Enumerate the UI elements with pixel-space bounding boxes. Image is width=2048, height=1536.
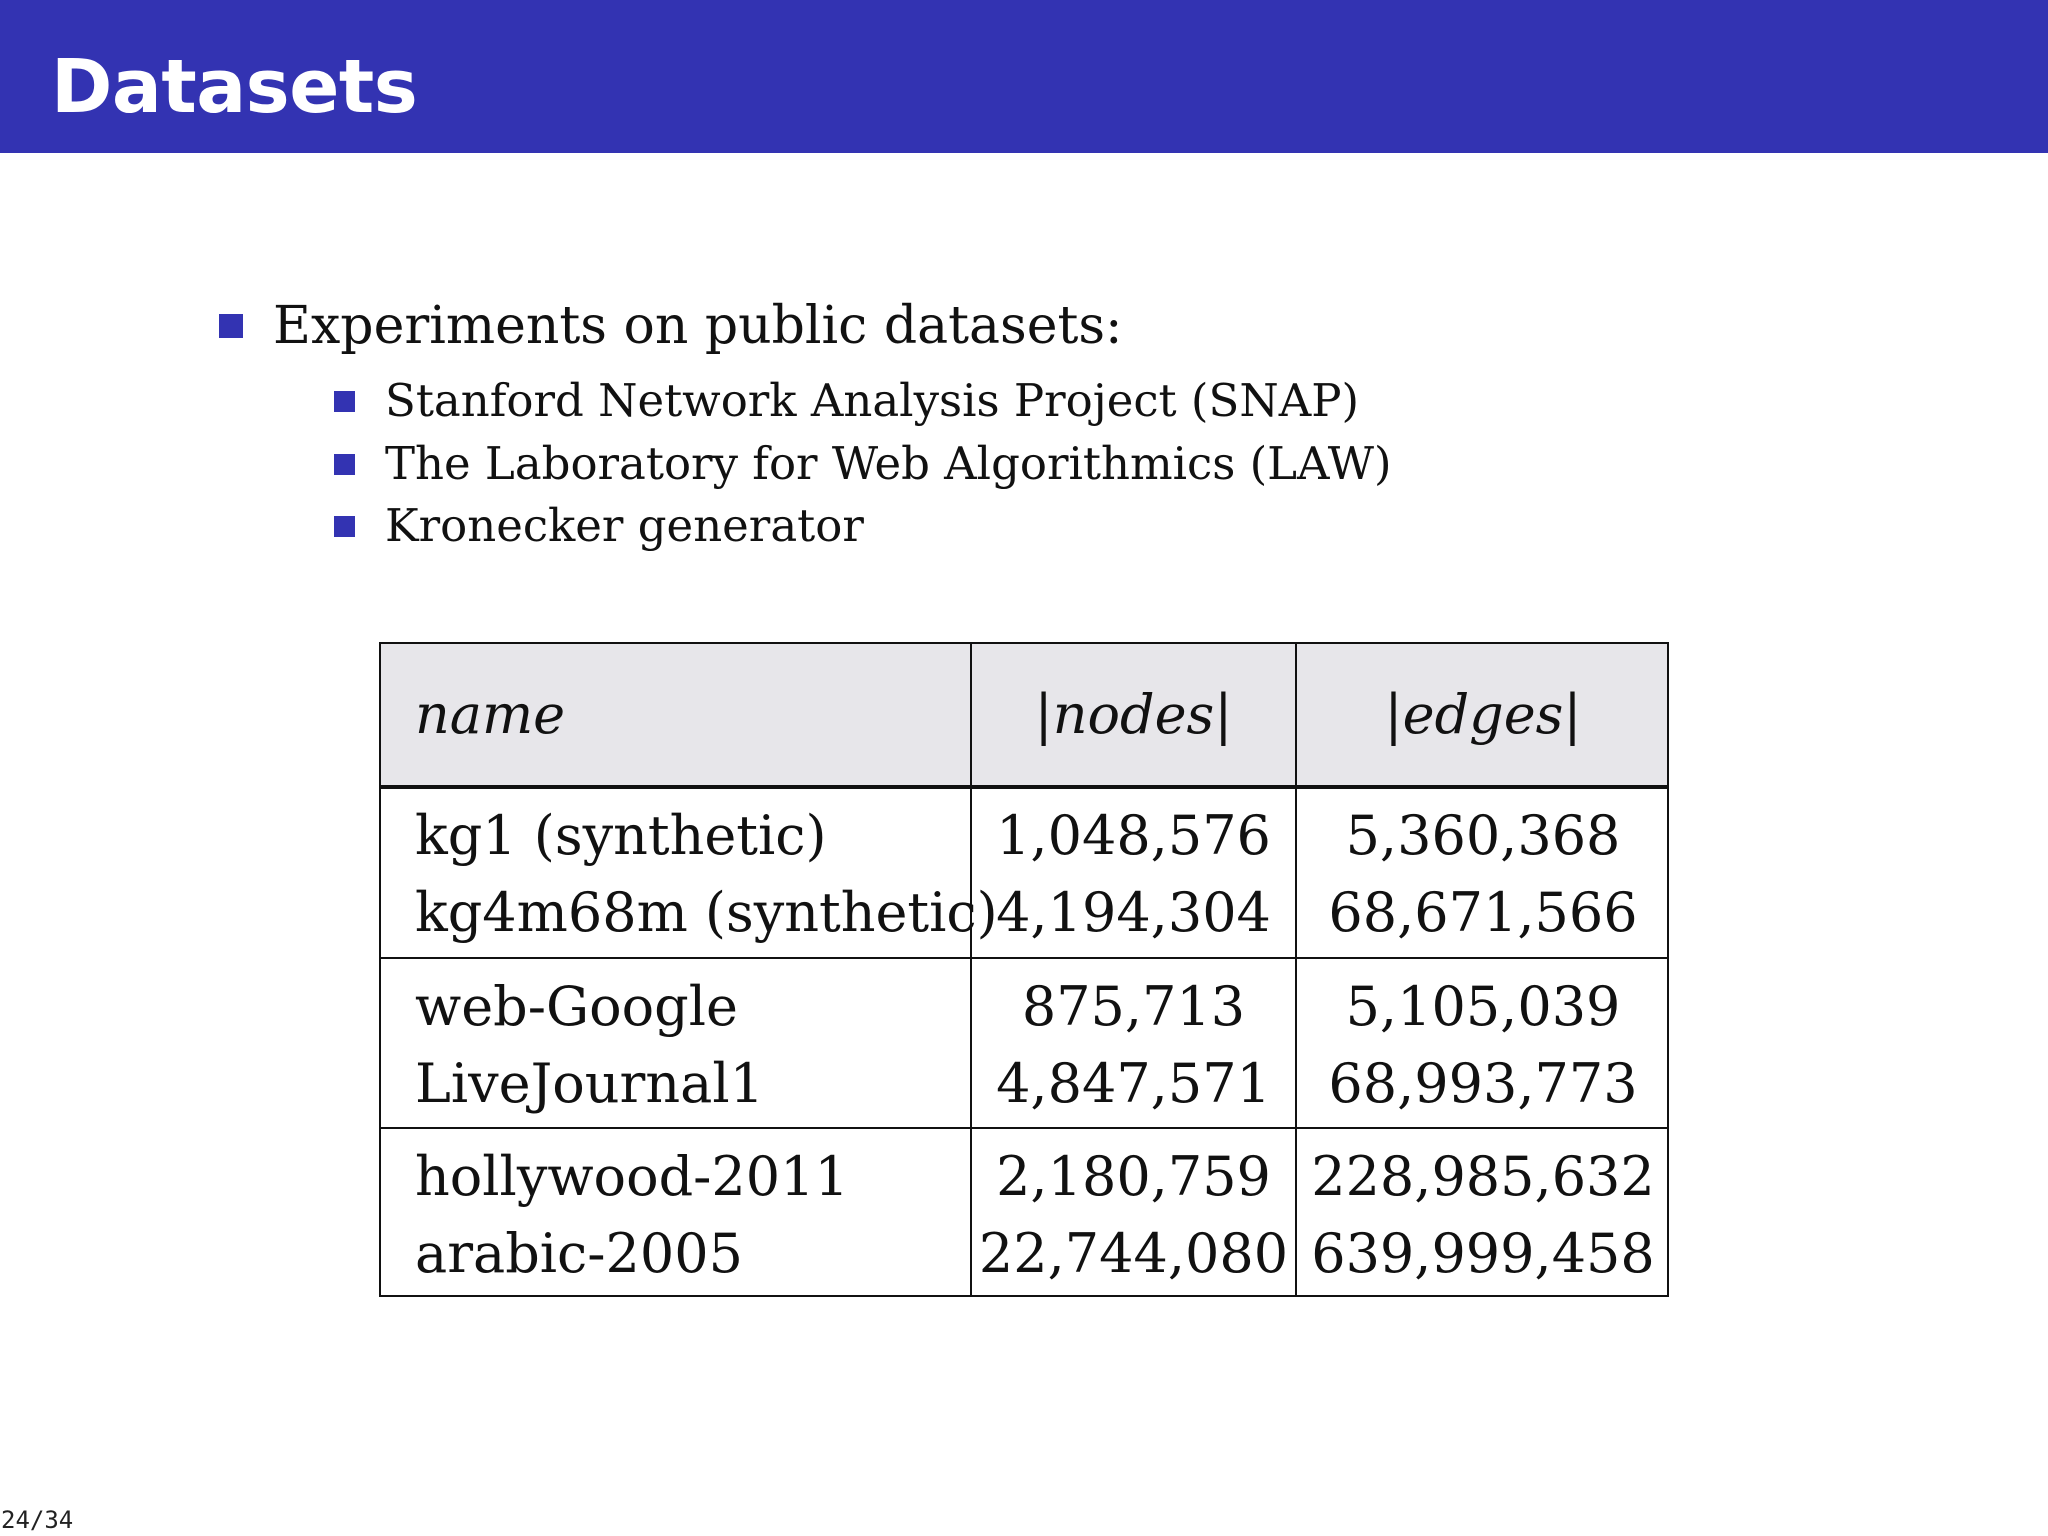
column-header-nodes: |nodes| [1034, 683, 1233, 746]
table-cell-nodes: 2,180,759 [996, 1145, 1271, 1208]
sub-bullet-item: Kronecker generator [334, 495, 864, 557]
table-cell-name: hollywood-2011 [415, 1145, 849, 1208]
bullet-item-main: Experiments on public datasets: [219, 290, 1123, 362]
table-cell-nodes: 1,048,576 [996, 804, 1271, 867]
group-rule [381, 957, 1667, 959]
column-header-name: name [415, 683, 566, 746]
table-cell-nodes: 875,713 [1021, 975, 1246, 1038]
table-header-background [381, 644, 1667, 785]
column-divider [970, 644, 972, 1295]
table-cell-nodes: 22,744,080 [978, 1222, 1289, 1285]
table-cell-edges: 228,985,632 [1311, 1145, 1655, 1208]
datasets-table: name |nodes| |edges| kg1 (synthetic) 1,0… [379, 642, 1669, 1297]
slide-header: Datasets [0, 0, 2048, 153]
bullet-text: Experiments on public datasets: [273, 296, 1123, 356]
table-cell-name: LiveJournal1 [415, 1052, 764, 1115]
header-rule [381, 785, 1667, 789]
square-bullet-icon [334, 453, 355, 475]
sub-bullet-text: The Laboratory for Web Algorithmics (LAW… [385, 437, 1392, 490]
table-cell-edges: 68,993,773 [1328, 1052, 1638, 1115]
table-cell-nodes: 4,194,304 [996, 881, 1271, 944]
sub-bullet-text: Stanford Network Analysis Project (SNAP) [385, 374, 1360, 427]
table-cell-edges: 5,360,368 [1345, 804, 1621, 867]
slide-title: Datasets [51, 44, 418, 130]
column-header-edges: |edges| [1384, 683, 1582, 746]
sub-bullet-item: The Laboratory for Web Algorithmics (LAW… [334, 433, 1392, 495]
table-cell-nodes: 4,847,571 [996, 1052, 1271, 1115]
column-divider [1295, 644, 1297, 1295]
sub-bullet-item: Stanford Network Analysis Project (SNAP) [334, 370, 1359, 432]
table-cell-edges: 639,999,458 [1311, 1222, 1655, 1285]
square-bullet-icon [334, 515, 355, 537]
table-cell-edges: 5,105,039 [1345, 975, 1621, 1038]
table-cell-name: web-Google [415, 975, 738, 1038]
square-bullet-icon [334, 390, 355, 412]
table-cell-name: kg4m68m (synthetic) [415, 881, 998, 944]
square-bullet-icon [219, 314, 243, 338]
table-cell-name: kg1 (synthetic) [415, 804, 827, 867]
table-cell-name: arabic-2005 [415, 1222, 743, 1285]
table-cell-edges: 68,671,566 [1328, 881, 1638, 944]
sub-bullet-text: Kronecker generator [385, 499, 864, 552]
page-number: 24/34 [1, 1506, 74, 1534]
group-rule [381, 1127, 1667, 1129]
